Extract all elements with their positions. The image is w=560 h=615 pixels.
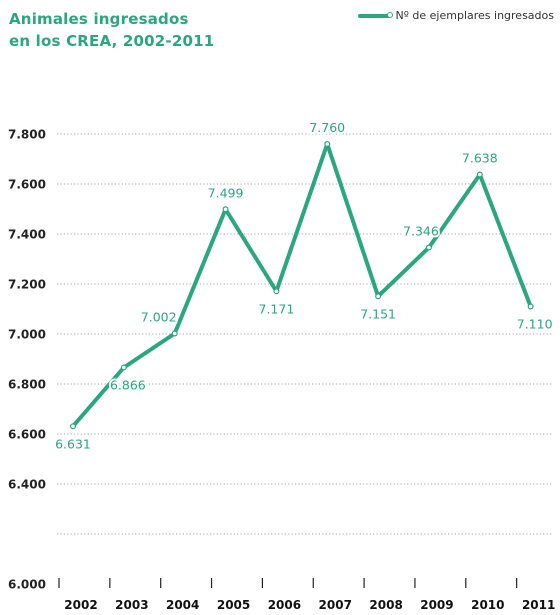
y-tick-label: 6.000 <box>8 578 46 592</box>
data-label: 7.002 <box>141 310 177 325</box>
gridlines <box>57 133 552 535</box>
x-tick-label: 2004 <box>166 598 199 612</box>
data-label-halo: 7.151 <box>360 306 396 321</box>
data-label: 6.866 <box>110 378 146 393</box>
data-label: 7.638 <box>462 151 498 166</box>
data-label-halo: 6.631 <box>55 436 91 451</box>
data-label: 7.110 <box>517 317 553 332</box>
data-label-halo: 6.866 <box>110 378 146 393</box>
x-tick-label: 2007 <box>319 598 352 612</box>
data-point <box>527 303 534 310</box>
data-label: 7.760 <box>309 120 345 135</box>
series-line <box>71 142 533 429</box>
x-tick-label: 2006 <box>268 598 301 612</box>
x-tick-label: 2010 <box>471 598 504 612</box>
chart-title-line-1: Animales ingresados <box>9 10 189 28</box>
y-tick-label: 6.800 <box>8 378 46 392</box>
legend-label: Nº de ejemplares ingresados <box>395 9 555 22</box>
data-label: 7.499 <box>208 185 244 200</box>
data-point <box>324 141 331 148</box>
data-label: 7.346 <box>403 224 439 239</box>
data-labels: 6.6316.6316.8666.8667.0027.0027.4997.499… <box>53 118 554 453</box>
chart-title: Animales ingresados en los CREA, 2002-20… <box>9 8 214 52</box>
series-layer <box>69 141 534 430</box>
x-tick-label: 2005 <box>217 598 250 612</box>
x-tick-label: 2002 <box>64 598 97 612</box>
axes: 6.000 6.400 6.600 6.800 7.000 7.200 7.400 7.600… <box>8 128 555 613</box>
y-tick-label: 6.600 <box>8 428 46 442</box>
data-label-halo: 7.760 <box>309 120 345 135</box>
data-label-halo: 7.110 <box>517 317 553 332</box>
legend: Nº de ejemplares ingresados <box>357 9 555 22</box>
data-label-halo: 7.346 <box>403 224 439 239</box>
y-tick-label: 7.600 <box>8 178 46 192</box>
x-tick-label: 2011 <box>522 598 555 612</box>
data-point <box>375 293 382 300</box>
data-label: 6.631 <box>55 436 91 451</box>
data-label-halo: 7.171 <box>259 301 295 316</box>
x-tick-label: 2009 <box>420 598 453 612</box>
y-tick-label: 7.400 <box>8 228 46 242</box>
data-point <box>273 288 280 295</box>
y-tick-label: 7.800 <box>8 128 46 142</box>
data-point <box>476 171 483 178</box>
data-label-halo: 7.638 <box>462 151 498 166</box>
data-point <box>120 364 127 371</box>
data-label: 7.151 <box>360 306 396 321</box>
data-label-halo: 7.002 <box>141 310 177 325</box>
data-label: 7.171 <box>259 301 295 316</box>
data-label-halo: 7.499 <box>208 185 244 200</box>
data-point <box>69 423 76 430</box>
y-tick-label: 7.200 <box>8 278 46 292</box>
y-tick-label: 6.400 <box>8 478 46 492</box>
legend-line-swatch <box>357 11 393 18</box>
x-tick-label: 2003 <box>115 598 148 612</box>
chart-title-line-2: en los CREA, 2002-2011 <box>9 32 215 50</box>
data-point <box>222 206 229 213</box>
data-point <box>171 330 178 337</box>
data-point <box>425 244 432 251</box>
x-tick-label: 2008 <box>369 598 402 612</box>
y-tick-label: 7.000 <box>8 328 46 342</box>
